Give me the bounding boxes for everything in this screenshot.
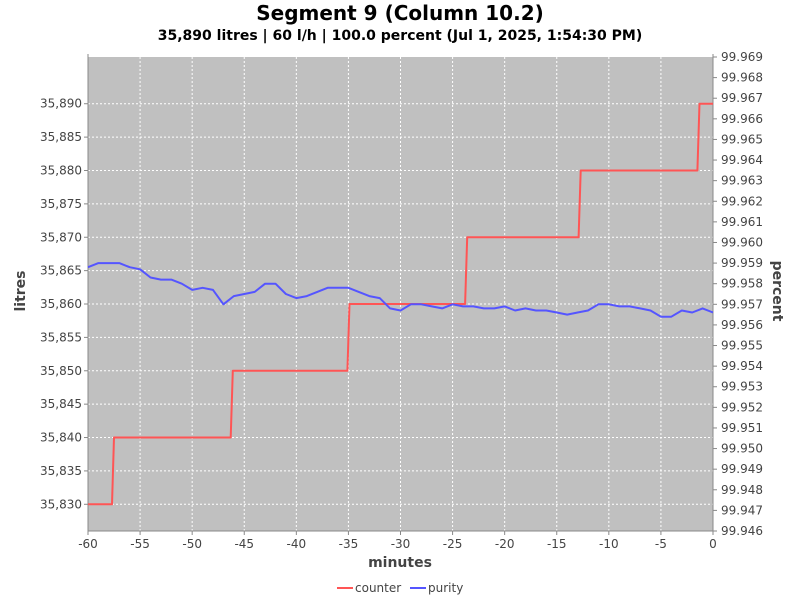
y-tick-label-left: 35,890: [40, 97, 82, 111]
x-tick-label: -60: [78, 537, 98, 551]
x-tick-label: 0: [709, 537, 717, 551]
chart-subtitle: 35,890 litres | 60 l/h | 100.0 percent (…: [158, 28, 643, 44]
x-tick-label: -50: [182, 537, 202, 551]
y-tick-label-right: 99.947: [721, 503, 763, 517]
x-tick-label: -10: [599, 537, 619, 551]
y-tick-label-left: 35,865: [40, 264, 82, 278]
x-tick-label: -35: [339, 537, 359, 551]
y-tick-label-left: 35,840: [40, 431, 82, 445]
y-tick-label-left: 35,835: [40, 464, 82, 478]
series-group: [87, 102, 714, 506]
x-tick-label: -30: [391, 537, 411, 551]
y-tick-label-right: 99.950: [721, 442, 763, 456]
y-tick-label-right: 99.951: [721, 421, 763, 435]
legend: counter purity: [337, 581, 463, 595]
x-tick-label: -15: [547, 537, 567, 551]
y-tick-label-right: 99.953: [721, 380, 763, 394]
series-line-purity: [87, 262, 714, 318]
x-tick-label: -20: [495, 537, 515, 551]
y-tick-label-right: 99.949: [721, 462, 763, 476]
x-tick-label: -5: [655, 537, 667, 551]
y-tick-label-right: 99.959: [721, 256, 763, 270]
series-line-counter: [88, 102, 713, 506]
y-tick-label-right: 99.958: [721, 277, 763, 291]
x-tick-label: -25: [443, 537, 463, 551]
y-axis-label-right: percent: [769, 261, 785, 322]
y-tick-label-left: 35,885: [40, 130, 82, 144]
y-tick-label-right: 99.955: [721, 339, 763, 353]
chart-title: Segment 9 (Column 10.2): [256, 1, 544, 25]
y-tick-label-right: 99.952: [721, 400, 763, 414]
legend-label-counter: counter: [355, 581, 401, 595]
y-tick-label-right: 99.948: [721, 483, 763, 497]
y-tick-label-left: 35,870: [40, 230, 82, 244]
y-tick-label-right: 99.956: [721, 318, 763, 332]
x-ticks: -60 -55 -50 -45 -40 -35 -30 -25 -20 -15 -10 -5 0: [78, 531, 717, 551]
x-tick-label: -55: [130, 537, 150, 551]
y-tick-label-right: 99.946: [721, 524, 763, 538]
y-tick-label-left: 35,830: [40, 497, 82, 511]
y-tick-label-right: 99.961: [721, 215, 763, 229]
x-tick-label: -40: [287, 537, 307, 551]
y-tick-label-right: 99.967: [721, 91, 763, 105]
y-tick-label-right: 99.965: [721, 132, 763, 146]
y-tick-label-right: 99.962: [721, 194, 763, 208]
y-tick-label-right: 99.954: [721, 359, 763, 373]
y-tick-label-right: 99.966: [721, 112, 763, 126]
y-tick-label-left: 35,845: [40, 397, 82, 411]
y-tick-label-right: 99.969: [721, 50, 763, 64]
y-tick-label-right: 99.964: [721, 153, 763, 167]
y-ticks-left: 35,830 35,835 35,840 35,845 35,850 35,855 35,8…: [40, 97, 88, 511]
y-tick-label-left: 35,875: [40, 197, 82, 211]
y-axis-label-left: litres: [13, 270, 29, 311]
y-tick-label-right: 99.968: [721, 71, 763, 85]
y-tick-label-left: 35,880: [40, 163, 82, 177]
x-tick-label: -45: [234, 537, 254, 551]
y-tick-label-left: 35,850: [40, 364, 82, 378]
y-tick-label-right: 99.963: [721, 174, 763, 188]
y-tick-label-left: 35,855: [40, 330, 82, 344]
y-tick-label-left: 35,860: [40, 297, 82, 311]
legend-label-purity: purity: [428, 581, 463, 595]
x-axis-label: minutes: [368, 555, 432, 571]
y-ticks-right: 99.946 99.947 99.948 99.949 99.950 99.951 99.9…: [713, 50, 763, 538]
y-tick-label-right: 99.960: [721, 235, 763, 249]
y-tick-label-right: 99.957: [721, 297, 763, 311]
